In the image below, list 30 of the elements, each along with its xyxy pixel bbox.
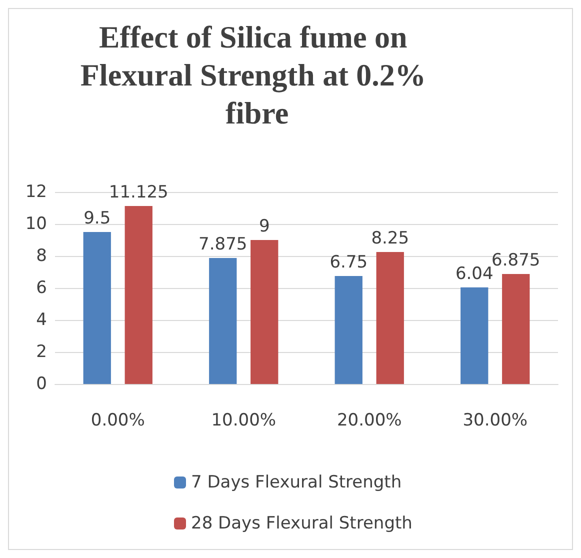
data-label: 9 [258, 216, 270, 236]
x-tick-label: 20.00% [336, 410, 402, 430]
bar [83, 232, 111, 384]
data-label: 6.875 [492, 250, 540, 270]
y-tick-label: 2 [36, 342, 47, 362]
y-tick-label: 12 [25, 182, 47, 202]
x-tick-label: 30.00% [462, 410, 528, 430]
bar [376, 252, 404, 384]
y-tick-label: 0 [36, 374, 47, 394]
x-tick-label: 10.00% [211, 410, 276, 430]
y-tick-label: 6 [36, 278, 47, 298]
bar [334, 276, 362, 384]
y-tick-label: 10 [25, 214, 47, 234]
x-tick-label: 0.00% [90, 410, 145, 430]
bar [502, 274, 530, 384]
bar [124, 206, 152, 384]
data-label: 11.125 [108, 182, 168, 202]
data-label: 9.5 [84, 208, 111, 228]
bar [460, 287, 488, 384]
legend-label: 28 Days Flexural Strength [191, 514, 412, 534]
bar [209, 258, 237, 384]
y-tick-label: 4 [36, 310, 47, 330]
chart-title: Effect of Silica fume on Flexural Strength at 0.2% fibre [80, 20, 434, 130]
data-label: 6.04 [455, 264, 494, 284]
y-tick-label: 8 [36, 246, 47, 266]
legend-label: 7 Days Flexural Strength [191, 472, 402, 492]
data-label: 7.875 [198, 234, 248, 254]
data-label: 8.25 [371, 228, 410, 248]
bar [250, 240, 278, 384]
data-label: 6.75 [330, 252, 368, 272]
